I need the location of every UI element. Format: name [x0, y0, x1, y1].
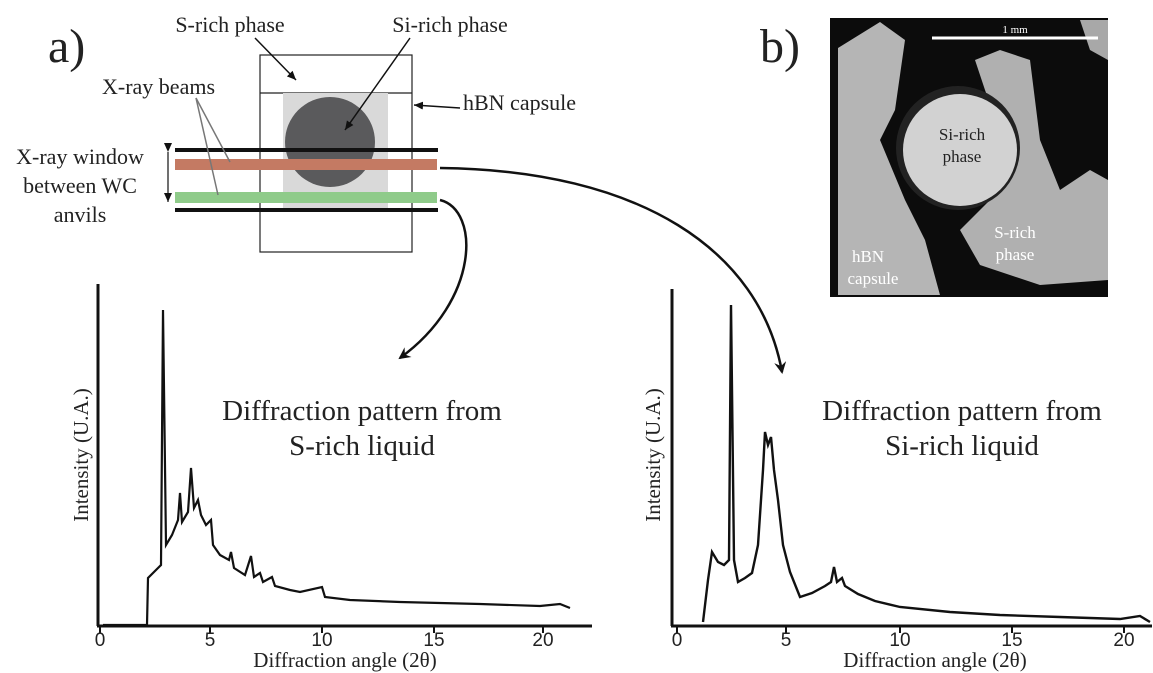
x-tick-label: 20 [1113, 630, 1134, 651]
scale-label: 1 mm [1002, 24, 1028, 36]
label: hBN capsule [463, 90, 576, 115]
plot [96, 284, 592, 633]
micrograph [830, 18, 1108, 297]
x-tick-label: 0 [672, 630, 683, 651]
x-axis-label: Diffraction angle (2θ) [843, 648, 1026, 672]
label: S-rich phase [175, 12, 284, 37]
x-tick-label: 5 [781, 630, 792, 651]
x-tick-label: 10 [889, 630, 910, 651]
x-tick-label: 5 [205, 630, 216, 651]
x-tick-label: 15 [1001, 630, 1022, 651]
x-tick-label: 15 [423, 630, 444, 651]
x-tick-label: 0 [95, 630, 106, 651]
caption: Si-rich liquid [885, 430, 1039, 462]
panel-label: a) [48, 20, 85, 73]
y-axis-label: Intensity (U.A.) [641, 388, 665, 522]
x-tick-label: 10 [311, 630, 332, 651]
x-tick-label: 20 [532, 630, 553, 651]
label: phase [943, 147, 982, 166]
x-axis-label: Diffraction angle (2θ) [253, 648, 436, 672]
y-axis-label: Intensity (U.A.) [69, 388, 93, 522]
label: anvils [54, 202, 107, 227]
label: between WC [23, 173, 137, 198]
label: X-ray beams [102, 74, 215, 99]
plot [670, 289, 1152, 633]
label: hBN [852, 247, 884, 266]
label: X-ray window [16, 144, 144, 169]
caption: S-rich liquid [289, 430, 435, 462]
label: Si-rich [939, 125, 986, 144]
label: S-rich [994, 223, 1036, 242]
caption: Diffraction pattern from [222, 395, 502, 427]
panel-label: b) [760, 20, 800, 73]
caption: Diffraction pattern from [822, 395, 1102, 427]
label: Si-rich phase [392, 12, 507, 37]
label: phase [996, 245, 1035, 264]
label: capsule [848, 269, 899, 288]
diagram [164, 37, 787, 374]
